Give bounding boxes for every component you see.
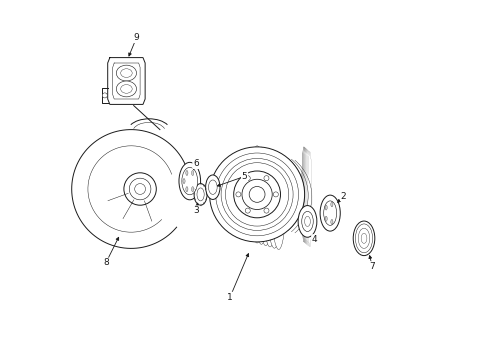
- Ellipse shape: [185, 187, 187, 192]
- Circle shape: [235, 192, 241, 197]
- Circle shape: [123, 173, 156, 205]
- Ellipse shape: [249, 186, 264, 202]
- Ellipse shape: [254, 147, 268, 244]
- Ellipse shape: [303, 149, 307, 244]
- Ellipse shape: [352, 221, 374, 256]
- Ellipse shape: [298, 206, 316, 237]
- Ellipse shape: [301, 211, 313, 231]
- Ellipse shape: [358, 228, 369, 248]
- Ellipse shape: [325, 205, 326, 210]
- Ellipse shape: [242, 179, 272, 210]
- Text: 5: 5: [241, 172, 247, 181]
- Ellipse shape: [233, 171, 280, 218]
- Ellipse shape: [116, 81, 136, 97]
- Ellipse shape: [197, 188, 204, 201]
- Ellipse shape: [246, 209, 249, 212]
- Circle shape: [244, 176, 250, 181]
- Text: 1: 1: [227, 292, 232, 302]
- Ellipse shape: [307, 152, 311, 247]
- Ellipse shape: [179, 162, 200, 200]
- Ellipse shape: [264, 209, 267, 212]
- Ellipse shape: [208, 180, 217, 194]
- Ellipse shape: [304, 216, 310, 226]
- Ellipse shape: [274, 193, 277, 196]
- Text: 6: 6: [193, 159, 198, 168]
- Ellipse shape: [264, 177, 267, 180]
- Ellipse shape: [246, 177, 249, 180]
- Circle shape: [264, 176, 268, 181]
- Circle shape: [264, 208, 268, 213]
- Ellipse shape: [266, 151, 281, 248]
- Ellipse shape: [237, 193, 239, 196]
- Circle shape: [244, 208, 250, 213]
- Ellipse shape: [121, 85, 132, 93]
- Ellipse shape: [182, 167, 197, 195]
- Ellipse shape: [301, 147, 305, 242]
- Ellipse shape: [330, 202, 332, 207]
- Ellipse shape: [191, 170, 193, 175]
- Text: 2: 2: [340, 192, 346, 201]
- Text: 9: 9: [133, 33, 139, 42]
- Ellipse shape: [306, 151, 310, 246]
- Circle shape: [102, 93, 107, 98]
- Circle shape: [273, 192, 278, 197]
- Ellipse shape: [355, 224, 372, 253]
- Polygon shape: [107, 58, 145, 104]
- Ellipse shape: [183, 179, 185, 184]
- Ellipse shape: [320, 195, 340, 231]
- Ellipse shape: [302, 148, 306, 243]
- Polygon shape: [102, 88, 107, 103]
- Ellipse shape: [249, 146, 264, 243]
- Ellipse shape: [325, 216, 326, 221]
- Text: 4: 4: [311, 235, 317, 244]
- Ellipse shape: [271, 152, 285, 249]
- Text: 3: 3: [193, 206, 198, 215]
- Ellipse shape: [305, 150, 309, 245]
- Ellipse shape: [323, 201, 336, 225]
- Ellipse shape: [209, 147, 304, 242]
- Ellipse shape: [258, 148, 272, 246]
- Circle shape: [134, 184, 145, 194]
- Ellipse shape: [116, 65, 136, 81]
- Ellipse shape: [194, 184, 206, 205]
- Ellipse shape: [205, 175, 220, 199]
- Ellipse shape: [361, 233, 366, 243]
- Ellipse shape: [304, 149, 308, 244]
- Text: 8: 8: [103, 258, 108, 267]
- Circle shape: [129, 178, 151, 200]
- Ellipse shape: [185, 170, 187, 175]
- Ellipse shape: [121, 69, 132, 77]
- Text: 7: 7: [368, 262, 374, 271]
- Ellipse shape: [263, 150, 277, 247]
- Ellipse shape: [330, 219, 332, 224]
- Ellipse shape: [191, 187, 193, 192]
